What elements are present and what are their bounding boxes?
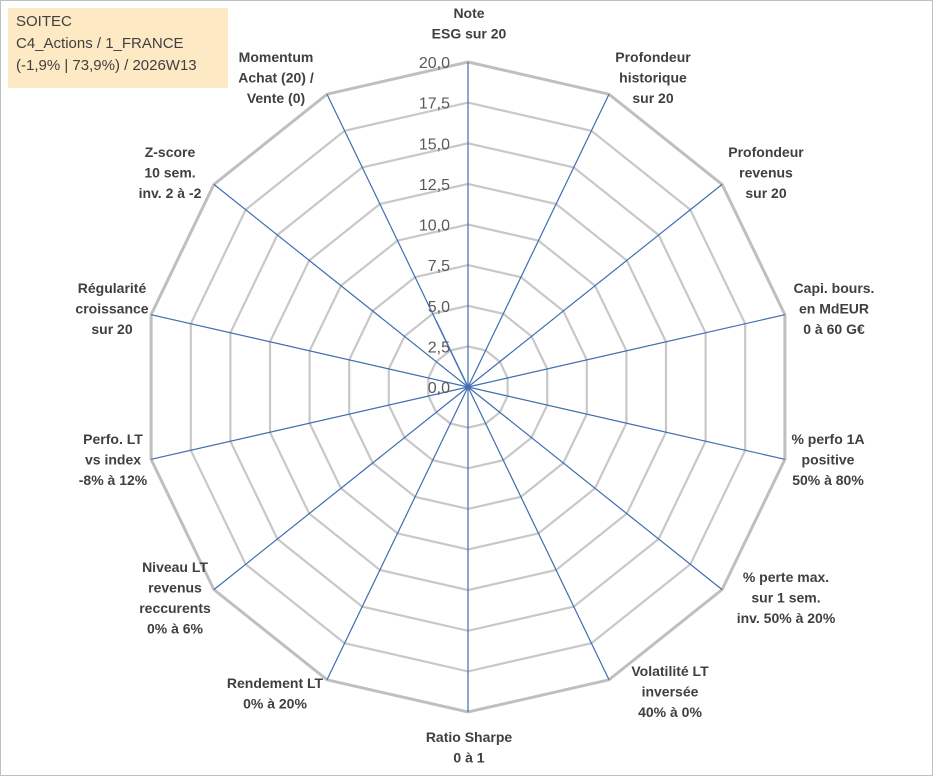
- info-box: SOITEC C4_Actions / 1_FRANCE (-1,9% | 73…: [8, 8, 228, 88]
- axis-label-11-line-0: Régularité: [78, 280, 147, 296]
- portfolio-category: C4_Actions / 1_FRANCE: [16, 35, 184, 52]
- axis-label-0-line-0: Note: [453, 5, 484, 21]
- spoke-8: [326, 386, 469, 681]
- axis-label-10-line-2: -8% à 12%: [79, 472, 148, 488]
- axis-label-4-line-1: positive: [802, 452, 855, 468]
- axis-label-5-line-2: inv. 50% à 20%: [737, 610, 836, 626]
- spoke-6: [467, 386, 610, 681]
- axis-label-7-line-0: Ratio Sharpe: [426, 729, 513, 745]
- axis-label-1-line-2: sur 20: [632, 90, 673, 106]
- axis-label-9-line-1: revenus: [148, 580, 202, 596]
- radar-series: [435, 320, 469, 388]
- tick-label-8: 20,0: [419, 55, 450, 72]
- axis-label-3-line-1: en MdEUR: [799, 301, 869, 317]
- axis-label-11-line-2: sur 20: [91, 321, 132, 337]
- axis-label-12: Z-score 10 sem. inv. 2 à -2: [139, 144, 202, 201]
- axis-label-0-line-1: ESG sur 20: [432, 26, 507, 42]
- tick-label-0: 0,0: [428, 380, 450, 397]
- spoke-4: [467, 386, 786, 460]
- axis-label-7: Ratio Sharpe 0 à 1: [426, 729, 513, 766]
- spoke-1: [467, 93, 610, 388]
- axis-label-10-line-0: Perfo. LT: [83, 431, 143, 447]
- spoke-11: [150, 314, 469, 388]
- company-name: SOITEC: [16, 13, 72, 30]
- spoke-12: [213, 183, 469, 388]
- axis-label-9-line-2: reccurents: [139, 600, 211, 616]
- axis-label-5-line-0: % perte max.: [743, 569, 829, 585]
- axis-label-13: Momentum Achat (20) / Vente (0): [238, 49, 314, 106]
- axis-label-6-line-1: inversée: [642, 684, 699, 700]
- axis-label-3-line-2: 0 à 60 G€: [803, 321, 865, 337]
- series-point-0-13: [435, 320, 438, 322]
- axis-label-8-line-0: Rendement LT: [227, 675, 324, 691]
- axis-label-10-line-1: vs index: [85, 452, 141, 468]
- axis-label-13-line-2: Vente (0): [247, 90, 305, 106]
- tick-label-7: 17,5: [419, 96, 450, 113]
- axis-label-12-line-1: 10 sem.: [144, 165, 195, 181]
- radar-axis-labels: Note ESG sur 20 Profondeur historique sur 20…: [75, 5, 874, 766]
- axis-label-9: Niveau LT revenus reccurents 0% à 6%: [139, 559, 211, 637]
- axis-label-2: Profondeur revenus sur 20: [728, 144, 804, 201]
- axis-label-3: Capi. bours. en MdEUR 0 à 60 G€: [794, 280, 875, 337]
- series-point-0-12: [467, 386, 469, 388]
- axis-label-1-line-0: Profondeur: [615, 49, 691, 65]
- axis-label-8: Rendement LT 0% à 20%: [227, 675, 324, 712]
- axis-label-5: % perte max. sur 1 sem. inv. 50% à 20%: [737, 569, 836, 626]
- axis-label-5-line-1: sur 1 sem.: [751, 590, 820, 606]
- axis-label-11: Régularité croissance sur 20: [75, 280, 148, 337]
- axis-label-6-line-2: 40% à 0%: [638, 704, 702, 720]
- axis-label-0: Note ESG sur 20: [432, 5, 507, 42]
- axis-label-6: Volatilité LT inversée 40% à 0%: [631, 663, 709, 720]
- spoke-3: [467, 314, 786, 388]
- axis-label-4-line-2: 50% à 80%: [792, 472, 864, 488]
- tick-label-2: 5,0: [428, 299, 450, 316]
- axis-label-4-line-0: % perfo 1A: [791, 431, 864, 447]
- axis-label-1: Profondeur historique sur 20: [615, 49, 691, 106]
- axis-label-13-line-1: Achat (20) /: [238, 70, 314, 86]
- axis-label-10: Perfo. LT vs index -8% à 12%: [79, 431, 148, 488]
- tick-label-4: 10,0: [419, 218, 450, 235]
- axis-label-4: % perfo 1A positive 50% à 80%: [791, 431, 864, 488]
- axis-label-8-line-1: 0% à 20%: [243, 696, 307, 712]
- tick-label-6: 15,0: [419, 136, 450, 153]
- axis-label-2-line-2: sur 20: [745, 185, 786, 201]
- axis-label-9-line-3: 0% à 6%: [147, 621, 204, 637]
- tick-label-5: 12,5: [419, 177, 450, 194]
- axis-label-2-line-0: Profondeur: [728, 144, 804, 160]
- tick-label-1: 2,5: [428, 339, 450, 356]
- axis-label-7-line-1: 0 à 1: [453, 750, 484, 766]
- axis-label-12-line-2: inv. 2 à -2: [139, 185, 202, 201]
- axis-label-3-line-0: Capi. bours.: [794, 280, 875, 296]
- axis-label-12-line-0: Z-score: [145, 144, 196, 160]
- performance-period: (-1,9% | 73,9%) / 2026W13: [16, 57, 197, 74]
- spoke-10: [150, 386, 469, 460]
- spoke-2: [467, 183, 723, 388]
- axis-label-9-line-0: Niveau LT: [142, 559, 208, 575]
- axis-label-13-line-0: Momentum: [239, 49, 314, 65]
- spoke-5: [467, 386, 723, 591]
- axis-label-1-line-1: historique: [619, 70, 687, 86]
- tick-label-3: 7,5: [428, 258, 450, 275]
- axis-label-2-line-1: revenus: [739, 165, 793, 181]
- spoke-9: [213, 386, 469, 591]
- axis-label-6-line-0: Volatilité LT: [631, 663, 709, 679]
- axis-label-11-line-1: croissance: [75, 301, 148, 317]
- radar-tick-labels: 0,0 2,5 5,0 7,5 10,0 12,5 15,0 17,5 20,0: [419, 55, 450, 397]
